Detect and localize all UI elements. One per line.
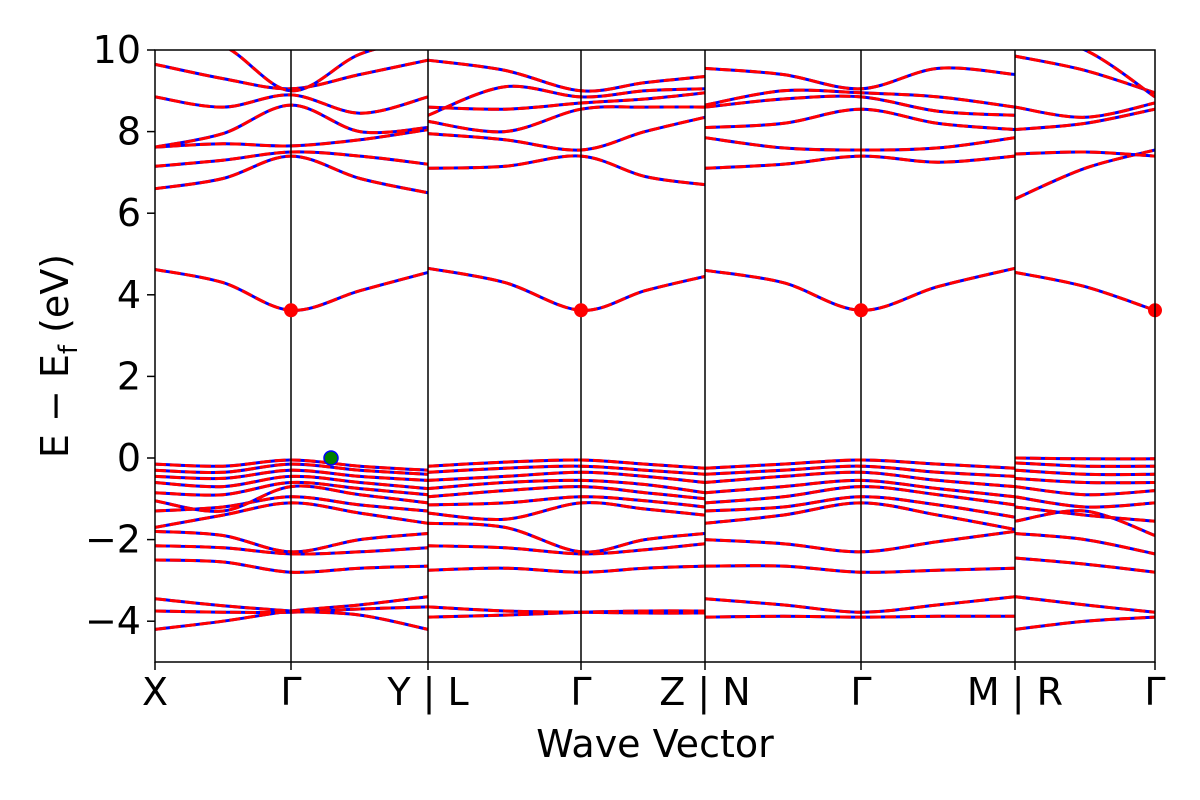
band-line-seg3-3 xyxy=(1014,532,1155,556)
x-tick-label-0: X xyxy=(142,670,168,714)
band-line-overlay-seg3-12 xyxy=(1014,270,1155,312)
band-line-overlay-seg3-4 xyxy=(1014,509,1155,537)
band-line-overlay-seg2-3 xyxy=(704,529,1016,554)
y-tick-label-5: 6 xyxy=(117,191,141,235)
band-line-overlay-seg2-0 xyxy=(704,614,1016,619)
vbm-point xyxy=(323,450,339,466)
band-line-overlay-seg2-2 xyxy=(704,564,1016,574)
band-line-overlay-seg2-1 xyxy=(704,595,1016,614)
band-line-overlay-seg1-14 xyxy=(427,115,706,152)
band-line-overlay-seg3-15 xyxy=(1014,107,1155,132)
y-tick-label-6: 8 xyxy=(117,110,141,154)
band-line-seg1-12 xyxy=(427,266,706,312)
y-axis-label-unit: (eV) xyxy=(33,254,77,345)
band-line-overlay-seg2-17 xyxy=(704,66,1016,91)
band-line-overlay-seg3-7 xyxy=(1014,485,1155,497)
band-line-overlay-seg3-10 xyxy=(1014,461,1155,468)
x-axis-label: Wave Vector xyxy=(536,722,774,766)
x-axis-ticks: X Γ Y | L Γ Z | N Γ M | R Γ xyxy=(142,662,1166,715)
cbm-point-2 xyxy=(854,303,868,318)
y-axis-label: E − Ef (eV) xyxy=(33,254,84,458)
band-line-overlay-seg3-0 xyxy=(1014,615,1155,631)
band-line-overlay-seg3-1 xyxy=(1014,595,1155,614)
band-line-seg3-18 xyxy=(1080,50,1155,99)
band-line-overlay-seg3-13 xyxy=(1014,148,1155,201)
cbm-point-1 xyxy=(574,303,588,318)
y-axis-ticks: −4 −2 0 2 4 6 8 10 xyxy=(85,28,155,643)
band-line-overlay-seg2-12 xyxy=(704,154,1016,170)
band-line-overlay-seg3-8 xyxy=(1014,476,1155,485)
band-line-overlay-seg2-16 xyxy=(704,88,1016,109)
band-line-overlay-seg1-17 xyxy=(427,84,706,117)
band-line-overlay-seg3-2 xyxy=(1014,556,1155,574)
band-line-overlay-seg3-17 xyxy=(1014,54,1155,95)
band-line-overlay-seg3-6 xyxy=(1014,495,1155,509)
y-axis-label-subscript: f xyxy=(54,344,84,354)
bands-layer xyxy=(155,50,1155,631)
y-tick-label-0: −4 xyxy=(85,599,141,643)
band-line-overlay-seg2-4 xyxy=(704,501,1016,531)
band-line-seg1-14 xyxy=(427,115,706,152)
y-tick-label-7: 10 xyxy=(93,28,141,72)
y-axis-label-main: E − E xyxy=(33,354,77,458)
x-tick-label-3: Γ xyxy=(570,670,591,714)
band-line-seg2-4 xyxy=(704,501,1016,531)
band-line-overlay-seg3-3 xyxy=(1014,532,1155,556)
x-tick-label-1: Γ xyxy=(280,670,301,714)
x-tick-label-5: Γ xyxy=(850,670,871,714)
band-line-overlay-seg3-16 xyxy=(1014,101,1155,119)
band-line-overlay-seg3-9 xyxy=(1014,468,1155,477)
band-line-overlay-seg2-11 xyxy=(704,266,1016,312)
band-line-seg1-18 xyxy=(427,58,706,93)
band-line-overlay-seg1-13 xyxy=(427,154,706,187)
y-tick-label-4: 4 xyxy=(117,273,141,317)
plot-frame xyxy=(154,49,1156,663)
y-tick-label-3: 2 xyxy=(117,354,141,398)
band-line-overlay-seg3-5 xyxy=(1014,505,1155,523)
band-edge-points xyxy=(284,303,1162,466)
band-line-overlay-seg2-13 xyxy=(704,136,1016,152)
band-line-seg3-13 xyxy=(1014,148,1155,201)
high-symmetry-lines xyxy=(290,50,1016,662)
y-tick-label-1: −2 xyxy=(85,518,141,562)
band-line-seg2-1 xyxy=(704,595,1016,614)
x-tick-label-2: Y | L xyxy=(386,670,468,715)
x-tick-label-4: Z | N xyxy=(659,670,750,715)
x-tick-label-7: Γ xyxy=(1144,670,1165,714)
y-tick-label-2: 0 xyxy=(117,436,141,480)
band-line-overlay-seg3-14 xyxy=(1014,150,1155,158)
band-line-seg3-12 xyxy=(1014,270,1155,312)
x-tick-label-6: M | R xyxy=(967,670,1063,715)
cbm-point-0 xyxy=(284,303,298,318)
band-line-overlay-seg3-11 xyxy=(1014,456,1155,461)
band-line-overlay-seg3-18 xyxy=(1080,50,1155,99)
